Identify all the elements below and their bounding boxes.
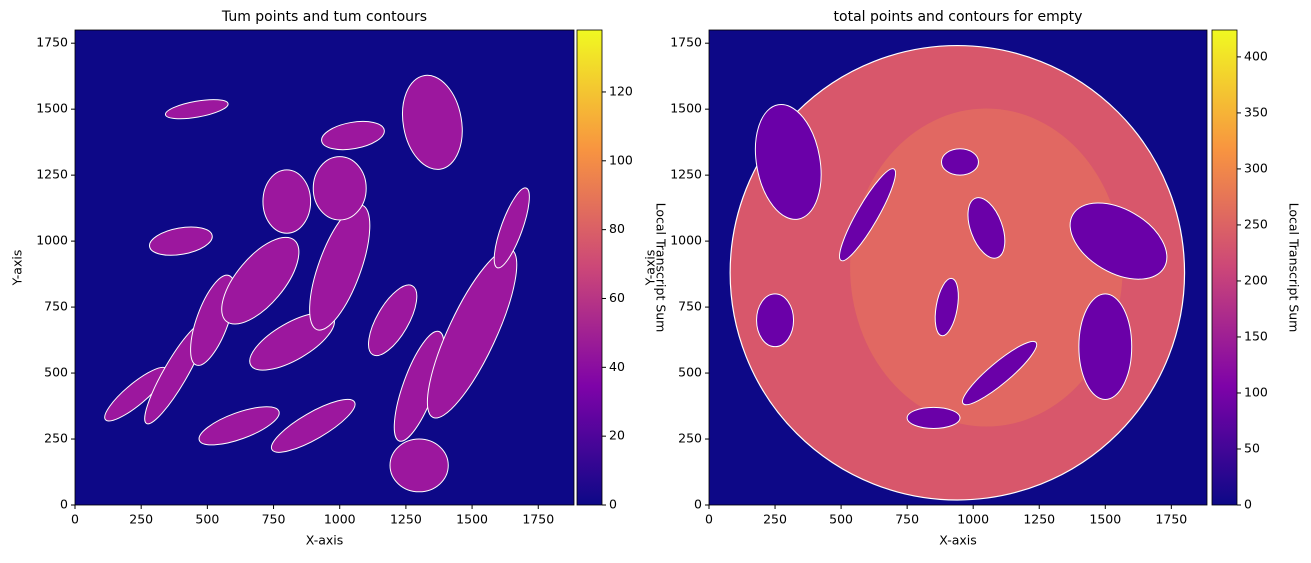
x-tick-label: 1750: [1155, 512, 1187, 527]
heatmap-panel: 0 250 500 750 1000 1250 1500 175002505007501000…: [643, 9, 1302, 548]
colorbar-tick-label: 300: [1244, 160, 1268, 175]
tumor-contour: [270, 398, 356, 453]
y-tick-label: 0: [694, 497, 702, 512]
empty-contour: [940, 148, 979, 176]
colorbar-tick-label: 0: [609, 497, 617, 512]
x-tick-label: 750: [895, 512, 919, 527]
empty-contour: [1078, 293, 1133, 400]
y-axis-label: Y-axis: [643, 250, 658, 287]
heatmap-image: [729, 44, 1186, 501]
colorbar-tick-label: 250: [1244, 216, 1268, 231]
x-tick-label: 250: [129, 512, 153, 527]
colorbar-tick-label: 100: [609, 152, 633, 167]
tissue-texture: [850, 108, 1123, 427]
tumor-contour: [493, 187, 530, 269]
tumor-contour: [312, 156, 367, 221]
y-tick-label: 250: [678, 431, 702, 446]
y-axis-label: Y-axis: [10, 250, 25, 287]
y-tick-label: 1000: [670, 233, 702, 248]
empty-contour: [754, 104, 822, 220]
colorbar-tick-label: 350: [1244, 104, 1268, 119]
x-axis-label: X-axis: [306, 533, 344, 548]
colorbar-tick-label: 60: [609, 290, 625, 305]
empty-contour: [962, 340, 1038, 406]
empty-contour: [839, 168, 896, 262]
empty-contour: [906, 406, 961, 429]
y-tick-label: 1250: [36, 167, 68, 182]
x-tick-label: 0: [705, 512, 713, 527]
colorbar-tick-label: 0: [1244, 497, 1252, 512]
empty-contour: [967, 197, 1006, 259]
y-tick-label: 500: [44, 365, 68, 380]
colorbar-tick-label: 150: [1244, 328, 1268, 343]
chart-title: total points and contours for empty: [834, 9, 1083, 25]
y-tick-label: 750: [44, 299, 68, 314]
x-tick-label: 500: [829, 512, 853, 527]
x-tick-label: 1000: [324, 512, 356, 527]
x-tick-label: 1250: [390, 512, 422, 527]
tumor-contour: [149, 226, 213, 256]
x-tick-label: 1250: [1023, 512, 1055, 527]
tumor-contour: [402, 74, 463, 170]
colorbar-tick-label: 100: [1244, 384, 1268, 399]
x-tick-label: 1000: [957, 512, 989, 527]
colorbar: [1211, 29, 1238, 506]
axes-frame: [74, 29, 575, 506]
colorbar-label: Local Transcript Sum: [654, 203, 669, 333]
tumor-contour: [262, 169, 312, 234]
x-tick-label: 250: [763, 512, 787, 527]
x-tick-label: 1500: [1089, 512, 1121, 527]
colorbar-tick-label: 50: [1244, 440, 1260, 455]
colorbar-tick-label: 200: [1244, 272, 1268, 287]
colorbar-tick-label: 120: [609, 83, 633, 98]
x-tick-label: 1750: [522, 512, 554, 527]
empty-contour: [756, 293, 795, 348]
tumor-contour: [198, 406, 280, 446]
x-tick-label: 0: [71, 512, 79, 527]
x-tick-label: 500: [195, 512, 219, 527]
axes-frame: [708, 29, 1208, 506]
colorbar: [576, 29, 603, 506]
y-tick-label: 750: [678, 299, 702, 314]
chart-title: Tum points and tum contours: [221, 9, 427, 25]
x-axis-label: X-axis: [939, 533, 977, 548]
y-tick-label: 250: [44, 431, 68, 446]
x-tick-label: 1500: [456, 512, 488, 527]
y-tick-label: 1250: [670, 167, 702, 182]
colorbar-tick-label: 400: [1244, 48, 1268, 63]
colorbar-tick-label: 80: [609, 221, 625, 236]
tumor-contour: [389, 438, 449, 493]
tumor-contour: [368, 284, 418, 357]
y-tick-label: 1750: [36, 35, 68, 50]
y-tick-label: 0: [60, 497, 68, 512]
y-tick-label: 1500: [670, 101, 702, 116]
colorbar-label: Local Transcript Sum: [1287, 203, 1302, 333]
heatmap-panel: 0 250 500 750 1000 1250 1500 175002505007501000…: [10, 9, 669, 548]
empty-contour: [1069, 202, 1168, 280]
y-tick-label: 1750: [670, 35, 702, 50]
y-tick-label: 500: [678, 365, 702, 380]
tumor-contour: [164, 99, 229, 120]
y-tick-label: 1000: [36, 233, 68, 248]
tumor-contour: [221, 236, 300, 325]
tumor-contour: [321, 120, 385, 151]
heatmap-image: [104, 74, 530, 493]
empty-contour: [934, 277, 959, 337]
x-tick-label: 750: [262, 512, 286, 527]
colorbar-tick-label: 40: [609, 359, 625, 374]
colorbar-tick-label: 20: [609, 428, 625, 443]
y-tick-label: 1500: [36, 101, 68, 116]
